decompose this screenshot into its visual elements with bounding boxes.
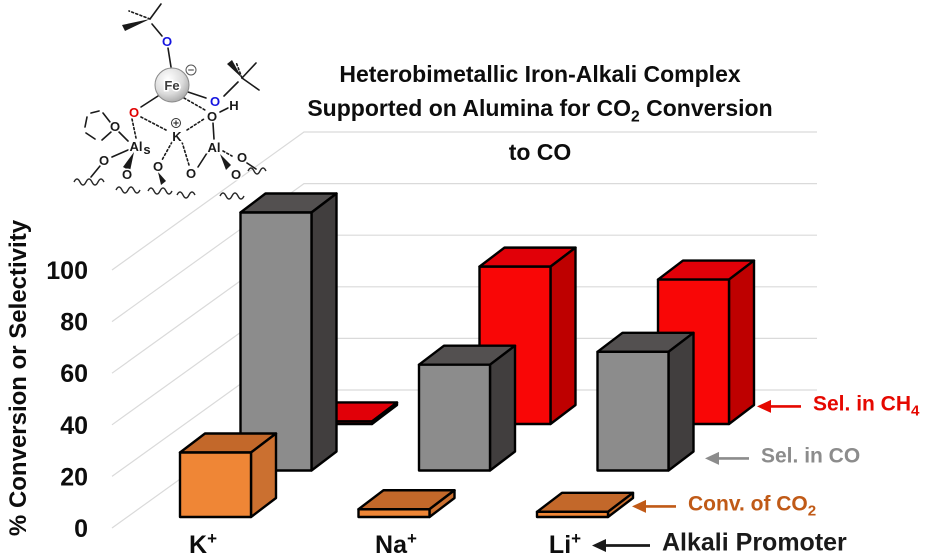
molecule-wedge-bonds [122, 19, 242, 185]
bar-conv-of-co2-li [535, 491, 635, 519]
gridline-80 [111, 183, 817, 323]
left-arrow-icon [592, 538, 650, 552]
y-tick-label-40: 40 [60, 412, 88, 440]
surface-o-atom: O [231, 167, 241, 182]
y-tick-label-60: 60 [60, 360, 88, 388]
hydroxyl-o-atom: O [207, 109, 217, 124]
legend-conv-of-co2: Conv. of CO2 [630, 492, 817, 520]
surface-o-atom: O [153, 159, 163, 174]
y-axis-title: % Conversion or Selectivity [5, 219, 32, 537]
bar-front-face [178, 451, 253, 519]
gridline-100 [111, 131, 817, 271]
bar-conv-of-co2-na [357, 489, 456, 519]
k-atom: K [172, 129, 182, 144]
y-axis-tick-labels: 100 80 60 40 20 0 [46, 257, 88, 543]
bar-sel-in-co-k [239, 192, 338, 472]
surface-o-atom: O [122, 167, 132, 182]
surface-al-subscript: s [143, 142, 150, 157]
legend-sel-in-co-label: Sel. in CO [761, 444, 861, 468]
alkoxide-o-atom: O [162, 34, 172, 49]
surface-o-atom: O [186, 166, 196, 181]
left-arrow-icon [705, 451, 749, 465]
plus-charge-icon [171, 118, 181, 128]
legend-conv-of-co2-label: Conv. of CO2 [688, 492, 817, 520]
left-arrow-icon [632, 499, 676, 513]
surface-o-atom: O [237, 150, 247, 165]
bar-front-face [357, 508, 431, 519]
bar-front-face [596, 350, 670, 472]
y-tick-label-0: 0 [74, 515, 88, 543]
legend-sel-in-ch4-label: Sel. in CH4 [813, 392, 920, 420]
x-axis-label-text: Alkali Promoter [662, 528, 847, 557]
bar-sel-in-co-na [417, 344, 517, 472]
y-tick-label-20: 20 [60, 463, 88, 491]
y-tick-label-80: 80 [60, 309, 88, 337]
chart-title: Heterobimetallic Iron-Alkali Complex Sup… [295, 57, 785, 169]
bridging-o-atom: O [129, 105, 139, 120]
fe-sphere [154, 67, 190, 103]
category-label-li: Li+ [549, 529, 581, 558]
y-tick-label-100: 100 [46, 257, 88, 285]
hydroxyl-h-atom: H [229, 98, 238, 113]
legend-sel-in-ch4: Sel. in CH4 [755, 392, 920, 420]
al-atom: Al [208, 140, 221, 155]
fe-atom: Fe [164, 78, 179, 93]
category-label-k: K+ [189, 529, 217, 558]
chart-title-line3: to CO [508, 138, 572, 165]
surface-o-atom: O [99, 153, 109, 168]
x-axis-category-labels: K+ Na+ Li+ [189, 529, 581, 558]
surface-al-atom: Al [130, 139, 143, 154]
bar-sel-in-co-li [596, 331, 695, 472]
chart-title-line2: Supported on Alumina for CO2 Conversion [307, 95, 773, 126]
bar-front-face [239, 211, 313, 472]
legend-sel-in-co: Sel. in CO [703, 444, 860, 471]
alkoxide-o2-atom: O [210, 94, 220, 109]
thf-o-atom: O [110, 119, 120, 134]
category-label-na: Na+ [375, 529, 417, 558]
bars [178, 192, 756, 519]
x-axis-label-alkali-promoter: Alkali Promoter [590, 529, 847, 558]
chart-title-line1: Heterobimetallic Iron-Alkali Complex [339, 61, 741, 87]
molecule-atom-labels: O O O O H K O Al s Al O O O O O O [97, 33, 248, 184]
left-arrow-icon [757, 399, 801, 413]
minus-charge-icon [185, 64, 197, 76]
molecule-bonds [84, 3, 260, 178]
bar-conv-of-co2-k [178, 432, 278, 519]
alumina-surface-squiggles [73, 167, 267, 200]
bar-front-face [417, 363, 492, 472]
bar-front-face [535, 510, 610, 519]
